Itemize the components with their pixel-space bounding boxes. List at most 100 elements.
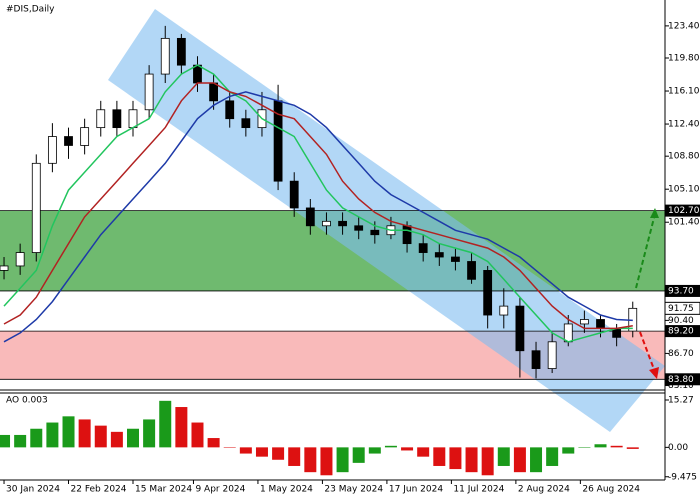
candle-body (370, 229, 380, 236)
ao-bar (143, 419, 156, 448)
level-label: 102.70 (668, 206, 700, 216)
ao-bar (594, 444, 607, 448)
down-arrow-head (649, 367, 659, 379)
ao-bar (127, 428, 139, 448)
moving-average (3, 91, 633, 343)
x-tick-label: 2 Aug 2024 (518, 485, 570, 495)
candle-body (434, 252, 444, 258)
candle-body (483, 270, 493, 316)
x-tick-label: 1 May 2024 (260, 485, 313, 495)
candle-body (225, 100, 235, 120)
ao-bar (78, 419, 91, 448)
ao-title: AO 0.003 (6, 396, 48, 406)
y-tick-label: 0.00 (668, 443, 688, 453)
y-tick-label: 15.27 (668, 395, 694, 405)
y-tick-label: 116.10 (668, 87, 700, 97)
y-tick-label: -9.475 (668, 472, 697, 482)
x-tick-label: 11 Jul 2024 (453, 485, 504, 495)
y-tick-label: 108.80 (668, 152, 700, 162)
ao-bar (239, 447, 252, 454)
y-tick-label: 83.10 (668, 381, 694, 391)
ao-bar (94, 425, 107, 448)
ao-bar (207, 438, 220, 448)
ao-bar (0, 434, 11, 448)
ao-bar (191, 422, 204, 448)
x-tick-label: 17 Jun 2024 (389, 485, 443, 495)
moving-average (3, 64, 633, 343)
ao-bar (433, 447, 446, 466)
y-tick-label: 90.40 (668, 316, 694, 326)
level-label: 89.20 (668, 327, 694, 337)
x-tick-label: 15 Mar 2024 (135, 485, 192, 495)
candle-body (289, 180, 299, 209)
ao-bar (336, 447, 349, 473)
ao-bar (401, 447, 414, 451)
ao-bar (175, 407, 188, 448)
candle-body (451, 256, 460, 262)
ao-bar (368, 447, 381, 454)
x-tick-label: 22 Feb 2024 (71, 485, 127, 495)
ao-bar (110, 431, 123, 448)
ao-bar (610, 445, 623, 448)
y-tick-label: 123.40 (668, 21, 700, 31)
y-tick-label: 101.40 (668, 218, 700, 228)
level-label-box (665, 373, 700, 386)
candle-body (15, 252, 25, 267)
ao-bar (417, 447, 430, 457)
ao-bar (352, 447, 365, 463)
ao-bar (46, 422, 59, 448)
ao-bar (288, 447, 301, 466)
ao-bar (449, 447, 462, 470)
level-label-box (665, 284, 700, 297)
candle-body (563, 323, 573, 343)
ao-bar (546, 447, 559, 466)
candle-body (531, 350, 541, 369)
candle-body (467, 261, 476, 280)
candle-body (579, 319, 589, 325)
y-tick-label: 86.70 (668, 349, 694, 359)
ao-bar (626, 447, 639, 449)
candle-body (402, 225, 412, 245)
candle-body (64, 136, 73, 146)
candle-body (338, 220, 347, 227)
y-tick-label: 119.80 (668, 54, 700, 64)
candle-body (499, 305, 509, 316)
candle-body (322, 220, 331, 227)
ao-bar (14, 434, 27, 448)
x-tick-label: 9 Apr 2024 (195, 485, 245, 495)
candle-body (596, 319, 605, 329)
x-tick-label: 23 May 2024 (324, 485, 383, 495)
y-tick-label: 105.10 (668, 185, 700, 195)
candle-body (0, 265, 9, 271)
candle-body (80, 127, 90, 146)
ao-bar (159, 400, 172, 448)
ao-bar (481, 447, 494, 476)
candle-body (354, 225, 364, 231)
candle-body (144, 73, 154, 111)
ao-bar (497, 447, 510, 466)
up-arrow-head (650, 208, 659, 218)
candle-body (305, 207, 315, 227)
ao-bar (513, 447, 526, 473)
candle-body (193, 64, 202, 84)
moving-average (3, 82, 633, 330)
y-tick-label: 112.40 (668, 120, 700, 130)
candle-body (112, 109, 122, 129)
x-tick-label: 26 Aug 2024 (582, 485, 640, 495)
down-arrow (639, 331, 656, 373)
ao-bar (30, 428, 43, 448)
candle-body (160, 37, 170, 75)
ao-panel (0, 400, 639, 476)
chart-title: #DIS,Daily (6, 5, 55, 15)
ao-bar (223, 447, 236, 448)
ao-bar (465, 447, 478, 473)
candle-body (47, 136, 57, 164)
ao-bar (304, 447, 317, 473)
candle-body (209, 82, 219, 102)
candle-body (418, 243, 428, 253)
ao-bar (272, 447, 285, 460)
ao-bar (562, 447, 575, 454)
candle-body (241, 118, 251, 129)
